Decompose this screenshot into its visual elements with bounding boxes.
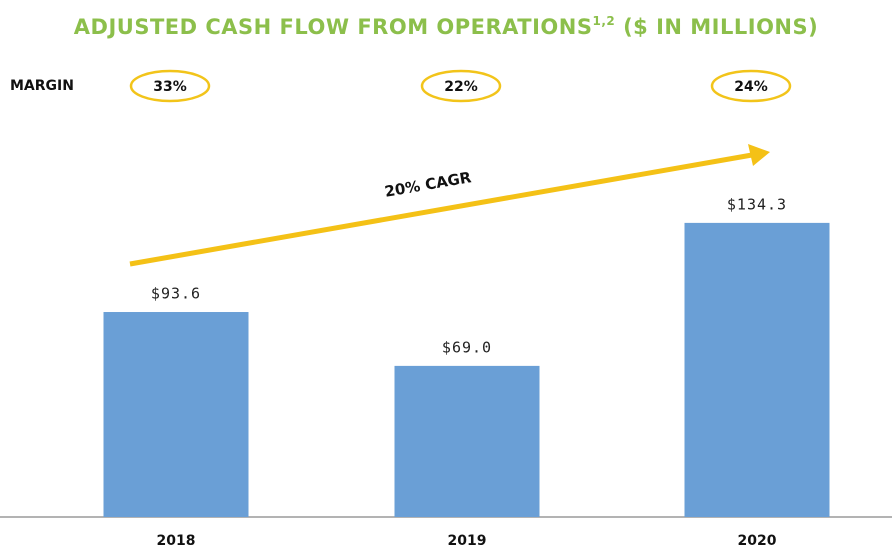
chart-title: ADJUSTED CASH FLOW FROM OPERATIONS: [74, 15, 593, 39]
title-gap: [615, 15, 623, 39]
margin-oval: [420, 69, 502, 103]
margin-oval: [710, 69, 792, 103]
value-label: $93.6: [151, 285, 201, 303]
title-note: 1,2: [592, 14, 615, 28]
bar: [394, 365, 540, 517]
value-label: $69.0: [442, 338, 492, 356]
margin-label: 24%: [734, 79, 768, 95]
cagr-arrow: [129, 152, 753, 267]
cagr-arrowhead: [748, 144, 770, 166]
value-label: $134.3: [727, 195, 787, 213]
margin-label: 33%: [153, 79, 187, 95]
margin-oval: [129, 69, 211, 103]
bar: [103, 312, 249, 517]
chart-title-group: ADJUSTED CASH FLOW FROM OPERATIONS1,2 ($…: [74, 14, 818, 40]
cagr-label: 20% CAGR: [383, 168, 473, 201]
x-tick-label: 2020: [738, 533, 777, 549]
x-tick-label: 2019: [448, 533, 487, 549]
chart-unit: ($ IN MILLIONS): [623, 15, 818, 39]
margin-label: 22%: [444, 79, 478, 95]
x-tick-label: 2018: [157, 533, 196, 549]
bar: [684, 222, 830, 517]
margin-title: MARGIN: [10, 78, 74, 94]
